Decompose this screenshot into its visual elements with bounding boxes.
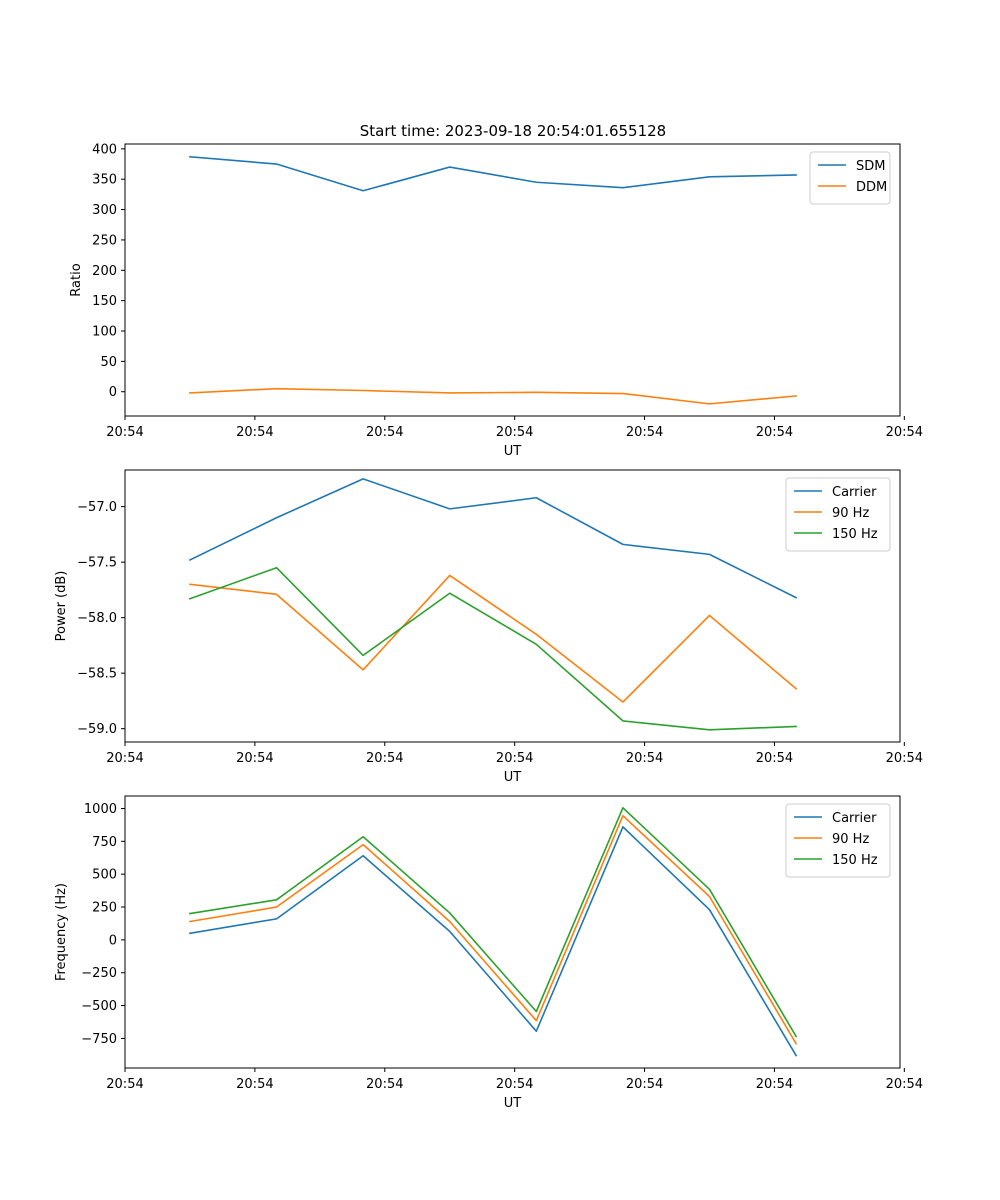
x-tick-label: 20:54 bbox=[366, 751, 403, 766]
y-tick-label: 300 bbox=[92, 203, 117, 218]
legend-label: 150 Hz bbox=[832, 527, 878, 542]
x-tick-label: 20:54 bbox=[236, 751, 273, 766]
series-line-90-hz bbox=[189, 814, 798, 1045]
x-axis-label: UT bbox=[504, 770, 522, 785]
y-tick-label: 150 bbox=[92, 294, 117, 309]
y-axis-label: Frequency (Hz) bbox=[54, 883, 69, 981]
y-tick-label: 0 bbox=[109, 385, 117, 400]
chart-panel-2: 20:54 20:54 20:54 20:54 20:54 20:54 20:54 −57.0… bbox=[54, 469, 923, 785]
y-tick-label: 250 bbox=[92, 901, 117, 916]
x-tick-label: 20:54 bbox=[626, 751, 663, 766]
y-tick-label: −250 bbox=[81, 966, 117, 981]
y-tick-label: 350 bbox=[92, 173, 117, 188]
x-tick-label: 20:54 bbox=[366, 425, 403, 440]
y-tick-label: −57.5 bbox=[77, 556, 117, 571]
legend-label: 90 Hz bbox=[832, 832, 869, 847]
y-tick-label: −57.0 bbox=[77, 500, 117, 515]
panels: 20:54 20:54 20:54 20:54 20:54 20:54 20:54 0 50 10… bbox=[54, 142, 923, 1111]
x-axis-label: UT bbox=[504, 1096, 522, 1111]
axes-frame bbox=[124, 795, 901, 1069]
legend-label: Carrier bbox=[832, 811, 877, 826]
series-line-ddm bbox=[189, 387, 797, 405]
x-tick-label: 20:54 bbox=[756, 751, 793, 766]
series-line-carrier bbox=[188, 478, 798, 599]
x-tick-label: 20:54 bbox=[106, 751, 143, 766]
x-tick-label: 20:54 bbox=[496, 425, 533, 440]
legend: Carrier 90 Hz 150 Hz bbox=[785, 477, 891, 552]
legend-label: 90 Hz bbox=[832, 506, 869, 521]
y-tick-label: 200 bbox=[92, 264, 117, 279]
legend: Carrier 90 Hz 150 Hz bbox=[785, 803, 891, 878]
y-tick-label: 0 bbox=[109, 933, 117, 948]
legend: SDM DDM bbox=[809, 151, 891, 205]
series-line-90-hz bbox=[189, 574, 798, 703]
legend-label: Carrier bbox=[832, 485, 877, 500]
y-tick-label: 750 bbox=[92, 835, 117, 850]
y-tick-label: −58.5 bbox=[77, 667, 117, 682]
series-line-sdm bbox=[189, 155, 797, 192]
y-axis-label: Power (dB) bbox=[54, 571, 69, 642]
series-line-carrier bbox=[189, 826, 798, 1057]
x-tick-label: 20:54 bbox=[886, 1077, 923, 1092]
x-tick-label: 20:54 bbox=[626, 425, 663, 440]
series-line-150-hz bbox=[189, 807, 798, 1038]
y-tick-label: −500 bbox=[81, 999, 117, 1014]
x-axis-label: UT bbox=[504, 444, 522, 459]
series-line-150-hz bbox=[188, 566, 797, 731]
chart-panel-3: 20:54 20:54 20:54 20:54 20:54 20:54 20:54 1000 7… bbox=[54, 795, 923, 1111]
y-tick-label: −750 bbox=[81, 1032, 117, 1047]
chart-panel-1: 20:54 20:54 20:54 20:54 20:54 20:54 20:54 0 50 10… bbox=[69, 142, 923, 459]
y-tick-label: 1000 bbox=[84, 802, 117, 817]
y-axis-label: Ratio bbox=[69, 263, 84, 296]
figure-title: Start time: 2023-09-18 20:54:01.655128 bbox=[360, 122, 666, 140]
x-tick-label: 20:54 bbox=[496, 751, 533, 766]
y-tick-label: −59.0 bbox=[77, 722, 117, 737]
x-tick-label: 20:54 bbox=[886, 751, 923, 766]
y-tick-label: 500 bbox=[92, 868, 117, 883]
x-tick-label: 20:54 bbox=[496, 1077, 533, 1092]
y-tick-label: 400 bbox=[92, 142, 117, 157]
x-tick-label: 20:54 bbox=[236, 425, 273, 440]
x-tick-label: 20:54 bbox=[886, 425, 923, 440]
x-tick-label: 20:54 bbox=[756, 1077, 793, 1092]
x-tick-label: 20:54 bbox=[366, 1077, 403, 1092]
legend-label: DDM bbox=[856, 180, 887, 195]
x-tick-label: 20:54 bbox=[106, 1077, 143, 1092]
axes-frame bbox=[124, 469, 901, 743]
x-tick-label: 20:54 bbox=[756, 425, 793, 440]
y-tick-label: 100 bbox=[92, 325, 117, 340]
axes-frame bbox=[124, 143, 901, 417]
x-tick-label: 20:54 bbox=[236, 1077, 273, 1092]
x-tick-label: 20:54 bbox=[106, 425, 143, 440]
y-tick-label: 50 bbox=[100, 355, 117, 370]
legend-label: SDM bbox=[856, 159, 885, 174]
y-tick-label: −58.0 bbox=[77, 611, 117, 626]
y-tick-label: 250 bbox=[92, 233, 117, 248]
legend-label: 150 Hz bbox=[832, 853, 878, 868]
x-tick-label: 20:54 bbox=[626, 1077, 663, 1092]
